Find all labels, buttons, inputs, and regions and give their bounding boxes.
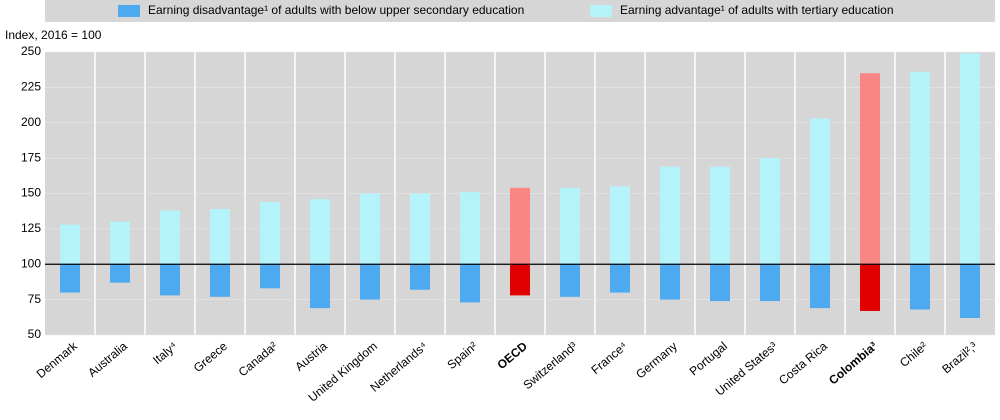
x-tick-label: Australia: [85, 339, 130, 380]
bar: [460, 264, 480, 303]
x-tick-label: Colombia³: [826, 339, 880, 387]
bar: [560, 187, 580, 265]
y-tick-label: 250: [21, 44, 41, 58]
bar: [360, 264, 380, 300]
bar: [660, 166, 680, 265]
bar: [410, 264, 430, 290]
bar: [410, 193, 430, 265]
bar: [560, 264, 580, 297]
x-tick-label: OECD: [494, 339, 530, 372]
bar: [610, 186, 630, 265]
x-tick-label: Germany: [633, 339, 680, 381]
bar: [610, 264, 630, 293]
bar: [810, 264, 830, 309]
bar: [710, 264, 730, 302]
y-tick-label: 175: [21, 150, 41, 164]
bar: [960, 53, 980, 265]
bar: [660, 264, 680, 300]
y-tick-label: 100: [21, 256, 41, 270]
bar: [510, 187, 530, 265]
y-tick-label: 150: [21, 186, 41, 200]
bar: [60, 224, 80, 265]
bar: [360, 193, 380, 265]
legend-background: [45, 0, 995, 22]
bar: [810, 118, 830, 265]
bar: [860, 264, 880, 311]
bar: [260, 264, 280, 289]
bar: [210, 264, 230, 297]
bar: [60, 264, 80, 293]
x-tick-label: France⁴: [588, 339, 630, 377]
x-tick-label: Canada²: [236, 339, 280, 379]
bar: [860, 73, 880, 265]
bar: [760, 264, 780, 302]
y-tick-label: 200: [21, 115, 41, 129]
bar: [960, 264, 980, 319]
x-tick-label: Austria: [292, 339, 330, 374]
x-tick-label: Costa Rica: [776, 339, 830, 388]
x-tick-label: Brazil²,³: [939, 339, 980, 376]
y-tick-label: 50: [28, 327, 42, 341]
bar: [110, 221, 130, 265]
y-tick-label: 225: [21, 80, 41, 94]
y-tick-label: 125: [21, 221, 41, 235]
y-axis-title: Index, 2016 = 100: [5, 28, 102, 42]
bar: [260, 201, 280, 265]
bar: [460, 192, 480, 265]
bar: [210, 209, 230, 265]
x-tick-label: Switzerland³: [520, 339, 580, 392]
bar: [310, 264, 330, 309]
legend-label: Earning advantage¹ of adults with tertia…: [620, 3, 894, 17]
bar: [510, 264, 530, 296]
x-tick-label: Portugal: [687, 339, 730, 378]
bar: [910, 71, 930, 265]
bar: [910, 264, 930, 310]
bar: [160, 264, 180, 296]
legend-swatch: [590, 5, 612, 17]
y-tick-label: 75: [28, 292, 42, 306]
bar: [160, 210, 180, 265]
bar: [710, 166, 730, 265]
legend-swatch: [118, 5, 140, 17]
x-tick-label: Chile²: [897, 339, 930, 370]
bar: [760, 158, 780, 265]
x-tick-label: Greece: [191, 339, 230, 375]
x-tick-label: Italy⁴: [150, 339, 180, 367]
x-tick-label: Spain²: [444, 339, 480, 372]
bar: [310, 199, 330, 265]
bar: [110, 264, 130, 283]
legend-label: Earning disadvantage¹ of adults with bel…: [148, 3, 524, 17]
x-tick-label: Denmark: [34, 338, 81, 381]
